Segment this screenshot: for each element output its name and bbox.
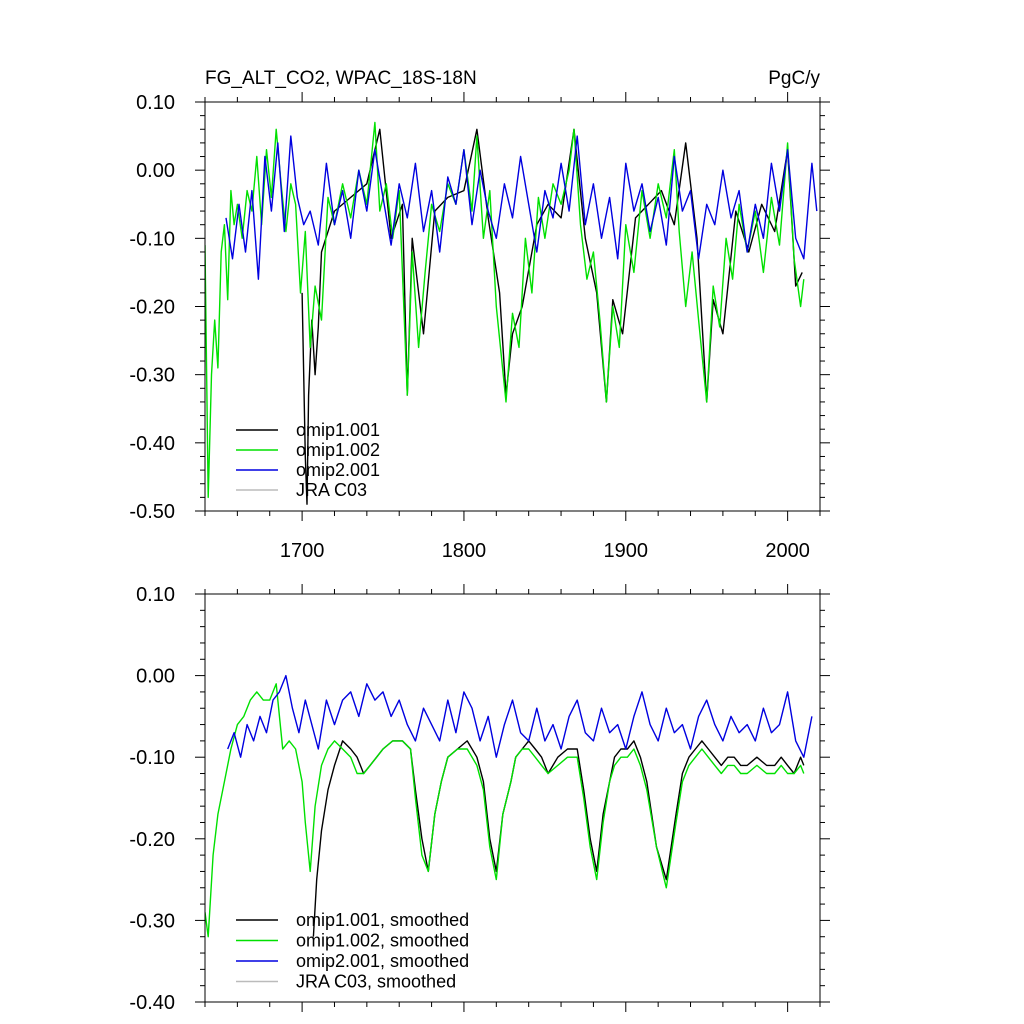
x-tick-label: 1700 bbox=[280, 540, 325, 562]
y-tick-label: -0.30 bbox=[129, 910, 175, 932]
y-tick-label: -0.50 bbox=[129, 501, 175, 523]
series-line-2-3 bbox=[227, 674, 813, 758]
plot-frame-2 bbox=[204, 593, 821, 1003]
y-tick-label: -0.20 bbox=[129, 297, 175, 319]
y-tick-label: 0.00 bbox=[136, 160, 175, 182]
x-tick-label: 2000 bbox=[765, 540, 810, 562]
y-tick-label: -0.40 bbox=[129, 992, 175, 1014]
y-tick-label: -0.20 bbox=[129, 829, 175, 851]
y-tick-label: -0.30 bbox=[129, 365, 175, 387]
y-tick-label: 0.00 bbox=[136, 666, 175, 688]
y-tick-label: 0.10 bbox=[136, 584, 175, 606]
series-line-2-2 bbox=[205, 683, 805, 938]
y-tick-label: -0.10 bbox=[129, 747, 175, 769]
legend-label: omip1.002, smoothed bbox=[296, 931, 469, 951]
top-panel: 1700 1800 1900 2000 0.10 0.00 -0.10 -0.20 -0.30 -… bbox=[129, 68, 830, 562]
legend-label: JRA C03, smoothed bbox=[296, 972, 456, 992]
y-tick-label: -0.40 bbox=[129, 433, 175, 455]
y-tick-label: -0.10 bbox=[129, 228, 175, 250]
legend-label: omip2.001 bbox=[296, 460, 380, 480]
legend-label: omip1.002 bbox=[296, 440, 380, 460]
legend-label: omip1.001 bbox=[296, 420, 380, 440]
series-line-1-3 bbox=[225, 135, 818, 280]
x-tick-label: 1800 bbox=[442, 540, 487, 562]
series-line-1-2 bbox=[205, 121, 805, 499]
chart-units: PgC/y bbox=[768, 68, 820, 89]
legend-label: omip2.001, smoothed bbox=[296, 951, 469, 971]
x-tick-label: 1900 bbox=[604, 540, 649, 562]
legend-label: omip1.001, smoothed bbox=[296, 910, 469, 930]
legend-label: JRA C03 bbox=[296, 480, 367, 500]
chart-title: FG_ALT_CO2, WPAC_18S-18N bbox=[205, 68, 477, 89]
bottom-panel: 0.10 0.00 -0.10 -0.20 -0.30 -0.40 omip1.001, s… bbox=[129, 584, 830, 1014]
y-tick-label: 0.10 bbox=[136, 92, 175, 114]
